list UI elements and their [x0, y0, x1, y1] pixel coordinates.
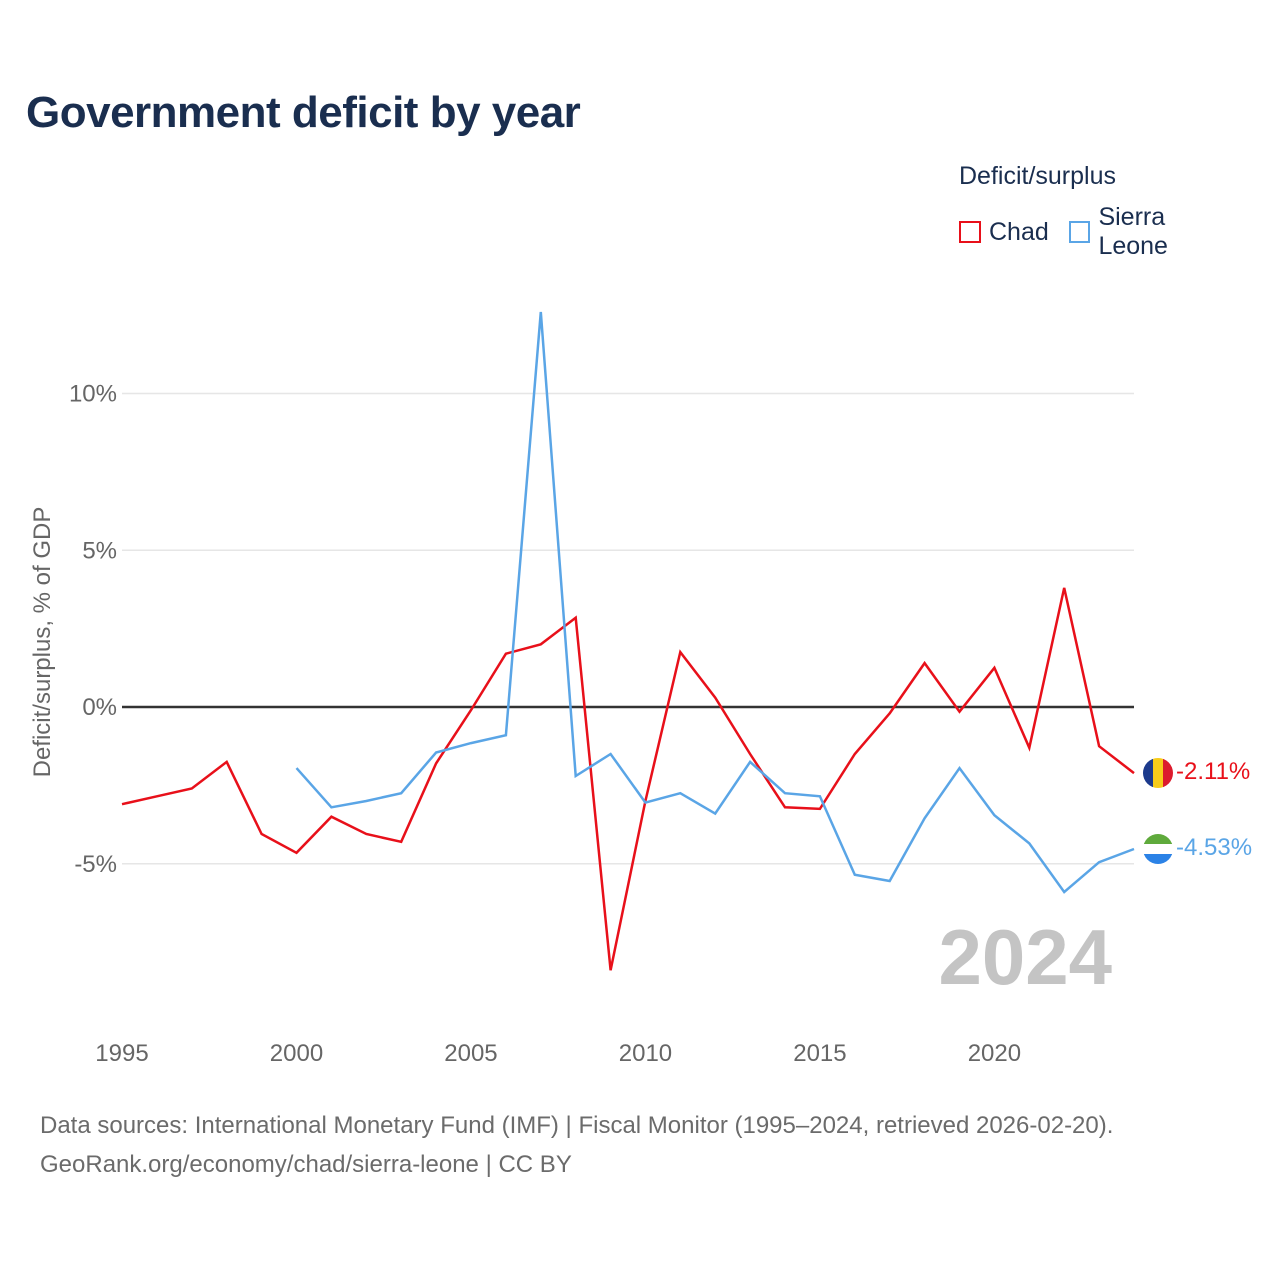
data-sources: Data sources: International Monetary Fun… — [40, 1106, 1113, 1184]
sierra-leone-end-label: -4.53% — [1176, 834, 1252, 861]
legend: Deficit/surplus Chad Sierra Leone — [959, 162, 1259, 261]
line-chart: 10% 5% 0% -5% 1995 2000 2005 2010 2015 2020 Defi… — [29, 311, 1252, 1067]
legend-items: Chad Sierra Leone — [959, 203, 1259, 261]
series-line-chad[interactable] — [121, 587, 1135, 971]
legend-label-chad: Chad — [989, 217, 1049, 246]
legend-title: Deficit/surplus — [959, 162, 1116, 190]
x-tick-label: 2000 — [270, 1040, 323, 1067]
y-gridlines — [122, 392, 1134, 865]
year-watermark: 2024 — [938, 913, 1112, 1001]
sources-text: Data sources: International Monetary Fun… — [40, 1112, 1114, 1139]
chad-flag-icon — [1143, 758, 1173, 788]
attribution-link[interactable]: GeoRank.org/economy/chad/sierra-leone | … — [40, 1151, 572, 1178]
y-tick-label: 10% — [69, 381, 117, 408]
y-tick-label: -5% — [74, 851, 117, 878]
legend-label-sierra-leone: Sierra Leone — [1098, 203, 1168, 260]
sierra-leone-flag-icon — [1143, 834, 1173, 864]
y-axis-label: Deficit/surplus, % of GDP — [29, 507, 56, 778]
legend-item-sierra-leone[interactable]: Sierra Leone — [1068, 203, 1239, 261]
y-tick-label: 5% — [82, 537, 117, 564]
legend-item-chad[interactable]: Chad — [959, 218, 1049, 247]
legend-swatch-chad — [959, 221, 981, 243]
y-tick-label: 0% — [82, 694, 117, 721]
series-line-sierra-leone[interactable] — [295, 311, 1135, 894]
x-tick-label: 2015 — [793, 1040, 846, 1067]
x-tick-label: 2005 — [444, 1040, 497, 1067]
legend-swatch-sierra-leone — [1068, 221, 1091, 243]
y-tick-labels: 10% 5% 0% -5% — [69, 381, 117, 878]
x-tick-label: 1995 — [95, 1040, 148, 1067]
series-lines — [121, 311, 1135, 971]
chad-end-label: -2.11% — [1176, 758, 1250, 785]
x-tick-label: 2010 — [619, 1040, 672, 1067]
x-tick-label: 2020 — [968, 1040, 1021, 1067]
x-tick-labels: 1995 2000 2005 2010 2015 2020 — [95, 1040, 1021, 1067]
chart-title: Government deficit by year — [26, 88, 581, 137]
